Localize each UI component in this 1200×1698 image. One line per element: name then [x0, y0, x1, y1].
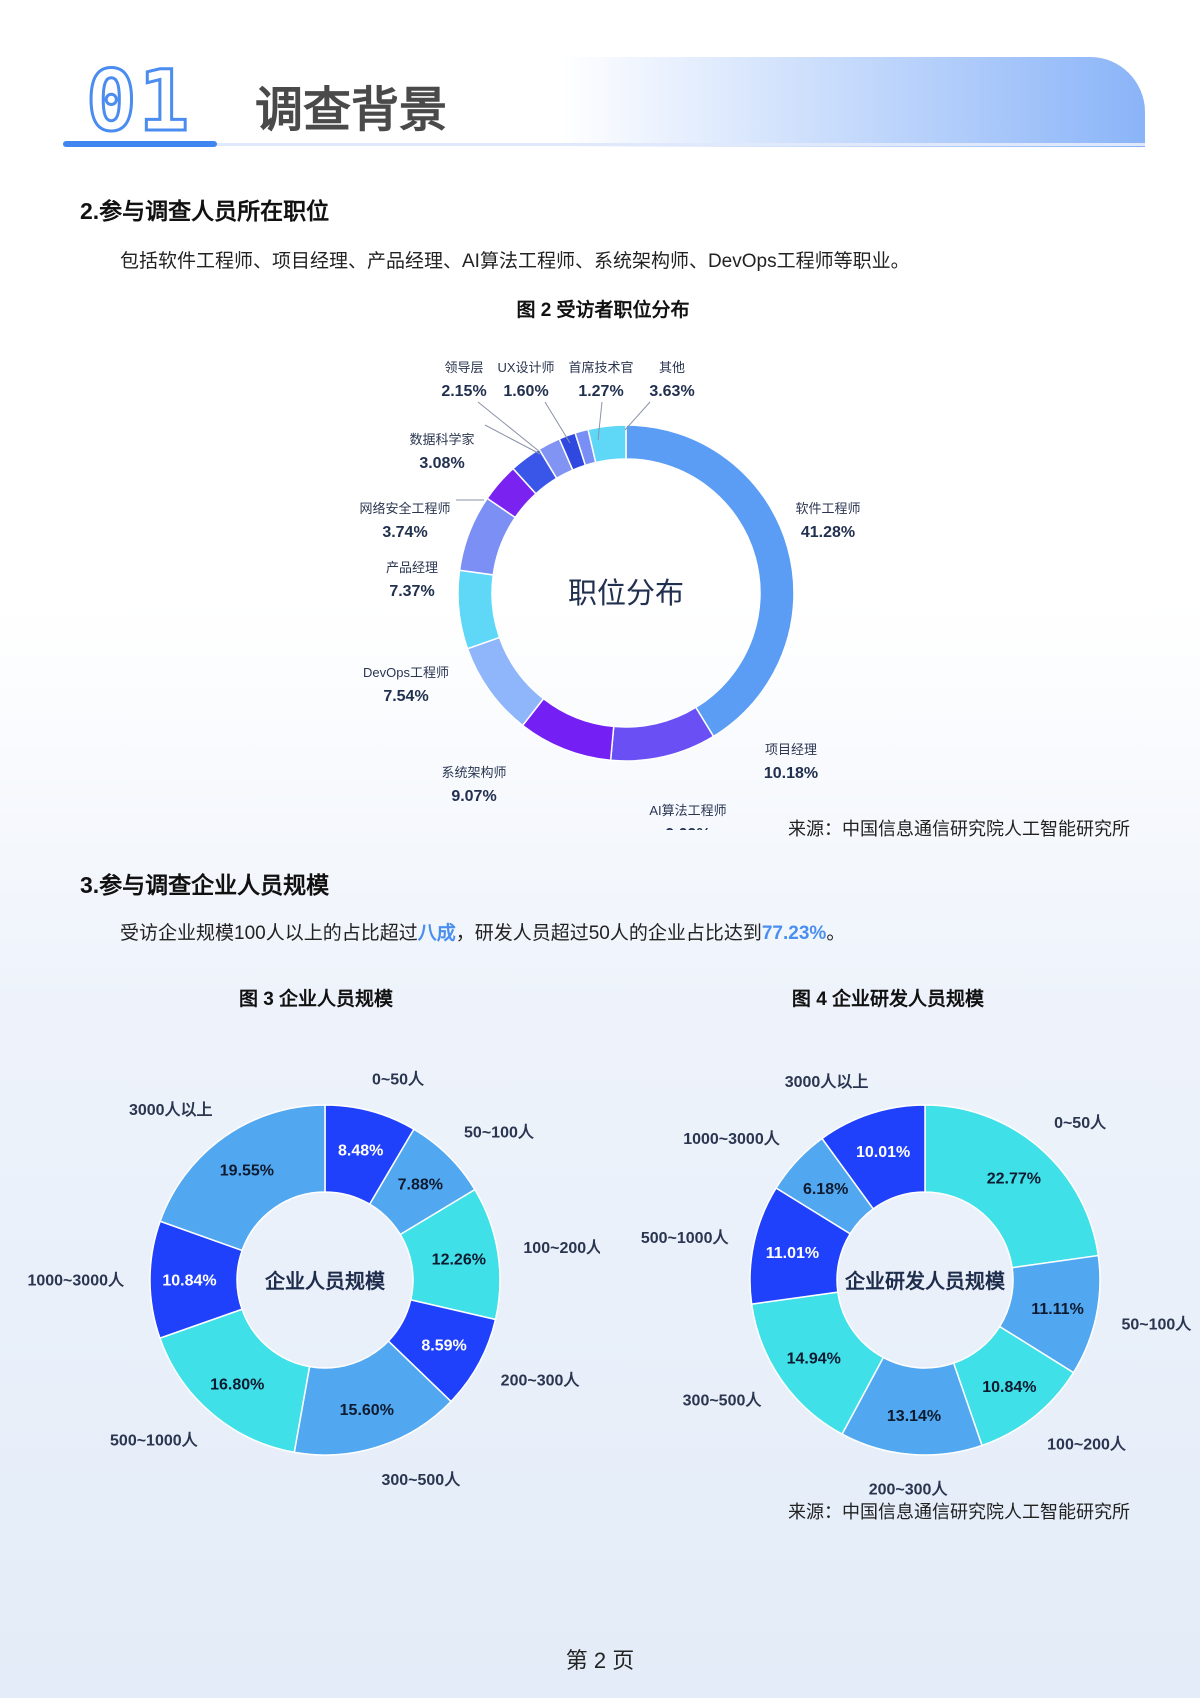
slice-value-label: 6.18%: [803, 1181, 848, 1198]
source-note: 来源：中国信息通信研究院人工智能研究所: [788, 819, 1130, 839]
slice-category-label: 其他: [659, 360, 685, 375]
slice-category-label: DevOps工程师: [363, 665, 449, 680]
donut-slice: [609, 706, 715, 762]
slice-value-label: 41.28%: [801, 524, 855, 541]
slice-value-label: 13.14%: [887, 1408, 941, 1425]
donut-slice: [924, 1104, 1100, 1269]
slice-category-label: 0~50人: [372, 1070, 425, 1088]
slice-value-label: 7.88%: [398, 1177, 443, 1194]
slice-category-label: 3000人以上: [129, 1101, 213, 1119]
slice-category-label: 网络安全工程师: [359, 501, 450, 516]
donut-slice: [466, 636, 545, 727]
slice-value-label: 8.48%: [338, 1142, 383, 1159]
header-divider: [63, 143, 1145, 146]
donut-slice: [159, 1104, 326, 1252]
slice-category-label: 项目经理: [765, 742, 817, 757]
slice-category-label: 500~1000人: [110, 1431, 199, 1449]
slice-category-label: 产品经理: [386, 560, 438, 575]
slice-category-label: 软件工程师: [795, 501, 860, 516]
slice-value-label: 9.07%: [451, 788, 496, 805]
chapter-number: 01: [84, 51, 192, 152]
leader-line: [624, 401, 651, 431]
section-2-paragraph: 包括软件工程师、项目经理、产品经理、AI算法工程师、系统架构师、DevOps工程…: [120, 251, 910, 272]
donut-slice: [821, 1104, 926, 1210]
donut-center-label: 企业研发人员规模: [844, 1269, 1006, 1293]
slice-value-label: 1.27%: [578, 383, 623, 400]
page-number: 第 2 页: [565, 1648, 635, 1673]
slice-category-label: 1000~3000人: [27, 1272, 125, 1290]
figure-2-title: 图 2 受访者职位分布: [516, 300, 690, 321]
leader-line: [544, 401, 571, 444]
donut-center-label: 职位分布: [568, 577, 684, 610]
slice-value-label: 22.77%: [987, 1171, 1041, 1188]
slice-category-label: 0~50人: [1054, 1114, 1107, 1132]
slice-value-label: 12.26%: [432, 1252, 486, 1269]
donut-slice: [158, 1308, 311, 1454]
header-band: [560, 57, 1145, 147]
header-divider-accent: [63, 141, 217, 147]
slice-value-label: 3.08%: [419, 455, 464, 472]
slice-value-label: 19.55%: [220, 1162, 274, 1179]
slice-category-label: 领导层: [444, 360, 483, 375]
leader-line: [484, 424, 541, 455]
slice-category-label: 首席技术官: [568, 360, 633, 375]
slice-value-label: 1.60%: [503, 383, 548, 400]
slice-value-label: 10.84%: [162, 1273, 216, 1290]
slice-category-label: 数据科学家: [409, 432, 474, 447]
para-text: 。: [826, 923, 846, 944]
donut-slice: [457, 569, 501, 650]
slice-value-label: 10.01%: [856, 1144, 910, 1161]
slice-category-label: 50~100人: [464, 1123, 535, 1141]
slice-value-label: 8.59%: [421, 1338, 466, 1355]
slice-value-label: 7.54%: [383, 688, 428, 705]
slice-category-label: UX设计师: [497, 360, 554, 375]
slice-category-label: 100~200人: [1047, 1436, 1127, 1454]
chapter-title: 调查背景: [255, 84, 448, 137]
slice-category-label: 300~500人: [381, 1471, 461, 1489]
slice-category-label: AI算法工程师: [649, 803, 726, 818]
slice-category-label: 3000人以上: [785, 1073, 869, 1091]
slice-category-label: 100~200人: [523, 1239, 600, 1257]
figure-4-title: 图 4 企业研发人员规模: [791, 989, 985, 1010]
slice-category-label: 1000~3000人: [683, 1130, 781, 1148]
slice-value-label: 11.11%: [1031, 1301, 1084, 1318]
slice-value-label: 3.74%: [382, 524, 427, 541]
slice-value-label: 3.63%: [649, 383, 694, 400]
slice-category-label: 500~1000人: [641, 1229, 730, 1247]
slice-category-label: 50~100人: [1121, 1315, 1192, 1333]
slice-value-label: 2.15%: [441, 383, 486, 400]
job-distribution-donut: 职位分布 软件工程师 41.28% 项目经理 10.18% AI算法工程师 9.09% 系统架…: [359, 360, 860, 830]
para-text: ，研发人员超过50人的企业占比达到: [455, 923, 762, 944]
slice-value-label: 14.94%: [787, 1350, 841, 1367]
leader-line: [477, 401, 541, 453]
slice-value-label: 9.09%: [665, 826, 710, 830]
slice-category-label: 200~300人: [501, 1372, 581, 1390]
company-size-donut: 企业人员规模 8.48% 0~50人 7.88% 50~100人 12.26% 100~20…: [27, 1070, 600, 1489]
section-2-heading: 2.参与调查人员所在职位: [80, 198, 330, 224]
highlight-text: 77.23%: [761, 923, 827, 944]
highlight-text: 八成: [417, 923, 456, 944]
leader-line: [597, 401, 603, 441]
source-note: 来源：中国信息通信研究院人工智能研究所: [788, 1502, 1130, 1522]
rd-staff-size-donut: 企业研发人员规模 22.77% 0~50人 11.11% 50~100人 10.84% 10…: [641, 1073, 1192, 1498]
slice-value-label: 16.80%: [210, 1376, 264, 1393]
section-3-heading: 3.参与调查企业人员规模: [80, 872, 330, 898]
figure-3-title: 图 3 企业人员规模: [238, 989, 394, 1010]
slice-category-label: 300~500人: [683, 1391, 763, 1409]
slice-value-label: 7.37%: [389, 583, 434, 600]
slice-category-label: 200~300人: [869, 1480, 949, 1498]
slice-value-label: 10.18%: [764, 765, 818, 782]
slice-value-label: 11.01%: [766, 1245, 819, 1262]
slice-category-label: 系统架构师: [441, 765, 506, 780]
donut-slice: [587, 424, 627, 464]
slice-value-label: 15.60%: [340, 1402, 394, 1419]
slice-value-label: 10.84%: [982, 1379, 1036, 1396]
para-text: 受访企业规模100人以上的占比超过: [120, 923, 418, 944]
section-3-paragraph: 受访企业规模100人以上的占比超过八成，研发人员超过50人的企业占比达到77.2…: [120, 918, 845, 945]
donut-center-label: 企业人员规模: [264, 1269, 386, 1293]
